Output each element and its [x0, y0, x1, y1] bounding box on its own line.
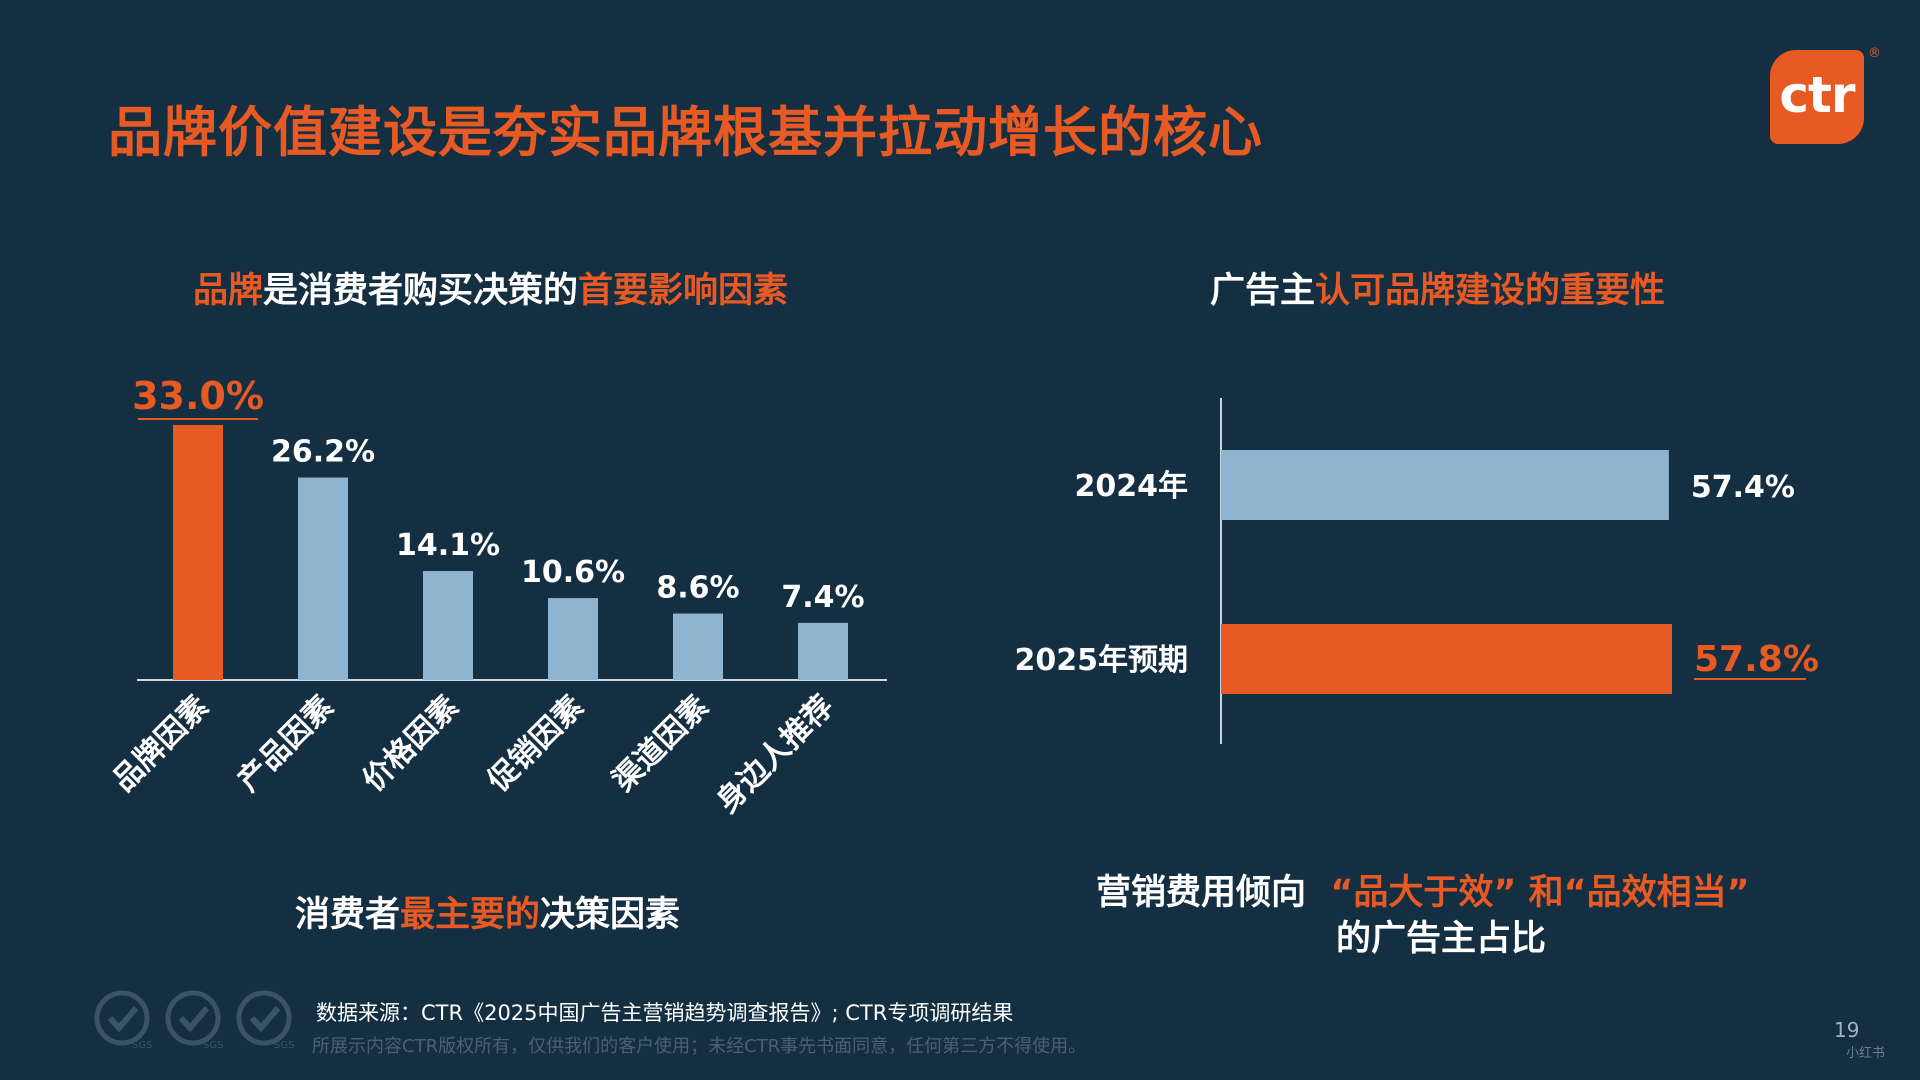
left-chart-caption: 消费者最主要的决策因素 — [295, 886, 680, 937]
caption-decision-factors: 决策因素 — [540, 895, 681, 935]
right-chart-caption-line1: 营销费用倾向 “品大于效” 和“品效相当” — [1096, 864, 1750, 915]
watermark: 小红书 — [1846, 1046, 1886, 1061]
sgs-certification-icon: SGS — [234, 988, 296, 1051]
subtitle-text: 是消费者购买决策的 — [263, 271, 579, 311]
hbar-category-label-1: 2024年 — [1075, 469, 1189, 504]
subtitle-highlight-importance: 认可品牌建设的重要性 — [1315, 271, 1666, 311]
bar-3 — [423, 571, 473, 680]
category-label-2: 产品因素 — [231, 689, 341, 799]
subtitle-highlight-brand: 品牌 — [193, 271, 264, 311]
sgs-certification-icon: SGS — [163, 988, 225, 1051]
page-number: 19 — [1834, 1018, 1860, 1042]
sgs-certification-icon: SGS — [92, 988, 154, 1051]
right-chart-caption-line2: 的广告主占比 — [1336, 919, 1547, 959]
data-label-3: 14.1% — [396, 528, 500, 563]
hbar-2 — [1221, 624, 1672, 694]
sgs-label: SGS — [274, 1040, 294, 1050]
category-label-3: 价格因素 — [356, 689, 466, 799]
data-label-1: 33.0% — [132, 374, 264, 418]
right-chart-subtitle: 广告主认可品牌建设的重要性 — [1210, 262, 1665, 313]
bar-1 — [173, 425, 223, 680]
category-label-4: 促销因素 — [480, 689, 590, 799]
hbar-1 — [1221, 450, 1669, 520]
left-chart-subtitle: 品牌是消费者购买决策的首要影响因素 — [193, 262, 788, 313]
subtitle-advertiser: 广告主 — [1210, 271, 1316, 311]
data-source: 数据来源：CTR《2025中国广告主营销趋势调查报告》; CTR专项调研结果 — [316, 1001, 1014, 1025]
caption-spending: 营销费用倾向 — [1096, 873, 1307, 913]
bar-4 — [548, 598, 598, 680]
bar-6 — [798, 622, 848, 680]
copyright-notice: 所展示内容CTR版权所有，仅供我们的客户使用；未经CTR事先书面同意，任何第三方… — [312, 1036, 1087, 1057]
page-title: 品牌价值建设是夯实品牌根基并拉动增长的核心 — [108, 101, 1263, 164]
subtitle-highlight-primary: 首要影响因素 — [578, 271, 789, 311]
hbar-data-label-2: 57.8% — [1694, 639, 1819, 680]
logo-text: ctr — [1779, 66, 1855, 124]
caption-highlight-main: 最主要的 — [400, 895, 541, 935]
bar-5 — [673, 613, 723, 680]
sgs-label: SGS — [203, 1040, 223, 1050]
hbar-category-label-2: 2025年预期 — [1015, 643, 1189, 678]
category-label-1: 品牌因素 — [106, 689, 216, 799]
data-label-5: 8.6% — [656, 571, 739, 606]
caption-highlight-quotes: “品大于效” 和“品效相当” — [1330, 873, 1750, 913]
data-label-4: 10.6% — [521, 555, 625, 590]
category-label-6: 身边人推荐 — [710, 689, 841, 820]
hbar-data-label-1: 57.4% — [1691, 470, 1795, 505]
bar-2 — [298, 477, 348, 680]
data-label-2: 26.2% — [271, 435, 375, 470]
data-label-6: 7.4% — [781, 580, 864, 615]
sgs-label: SGS — [132, 1040, 152, 1050]
registered-mark: ® — [1868, 46, 1881, 61]
caption-consumer: 消费者 — [295, 895, 401, 935]
ctr-logo: ctr — [1770, 50, 1864, 144]
category-label-5: 渠道因素 — [606, 689, 716, 799]
